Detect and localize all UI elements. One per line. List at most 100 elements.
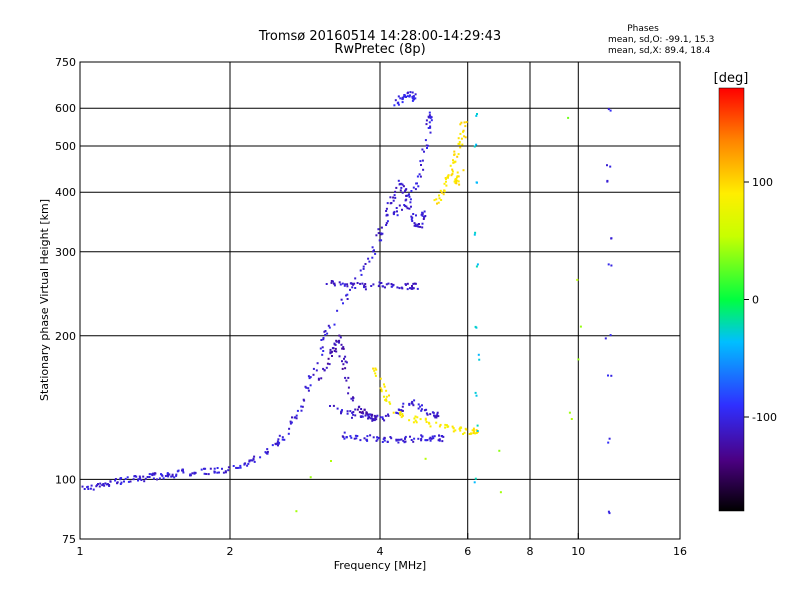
data-point	[459, 132, 462, 135]
data-point	[411, 287, 414, 290]
data-point	[370, 415, 373, 418]
data-point	[456, 171, 459, 174]
data-point	[405, 205, 408, 208]
data-point	[404, 199, 407, 202]
data-point	[333, 323, 336, 326]
data-point	[423, 216, 426, 218]
data-point	[350, 282, 353, 285]
data-point	[415, 225, 418, 228]
data-point	[412, 287, 415, 290]
data-point	[359, 415, 362, 418]
data-point	[376, 436, 379, 439]
data-point	[359, 282, 362, 285]
data-point	[126, 476, 129, 479]
data-point	[441, 440, 444, 443]
data-point	[408, 402, 411, 405]
data-point	[370, 285, 373, 287]
data-point	[359, 269, 362, 272]
data-point	[438, 434, 440, 437]
data-point	[301, 405, 304, 408]
data-point	[351, 286, 354, 289]
data-point	[437, 415, 440, 418]
data-point	[390, 283, 393, 285]
data-point	[339, 336, 342, 339]
data-point	[400, 438, 403, 441]
data-point	[447, 175, 450, 177]
data-point	[463, 121, 466, 124]
data-point	[411, 285, 413, 287]
data-point	[465, 121, 468, 124]
data-point	[173, 476, 176, 479]
data-point	[307, 375, 310, 378]
data-point	[429, 125, 432, 128]
data-point	[412, 421, 415, 424]
data-point	[409, 94, 411, 97]
data-point	[307, 389, 310, 392]
data-point	[374, 252, 377, 255]
data-point	[343, 437, 346, 440]
data-point	[389, 196, 392, 199]
data-point	[329, 405, 331, 407]
grid-lines	[80, 62, 680, 539]
data-point	[264, 451, 267, 454]
x-tick-label: 2	[227, 545, 234, 558]
data-point	[396, 286, 399, 289]
data-point	[89, 487, 92, 490]
data-point	[352, 411, 355, 413]
data-point	[386, 220, 389, 223]
data-point	[420, 434, 423, 437]
data-point	[445, 184, 448, 187]
data-point	[127, 480, 130, 483]
data-point	[416, 416, 419, 419]
chart-title: Tromsø 20160514 14:28:00-14:29:43	[258, 29, 501, 44]
data-point	[381, 417, 384, 420]
data-point	[385, 399, 388, 402]
data-point	[363, 408, 366, 411]
data-point	[358, 411, 361, 414]
data-point	[473, 430, 476, 433]
data-point	[416, 175, 419, 178]
data-point	[375, 418, 378, 421]
data-point	[457, 180, 460, 183]
data-point	[431, 435, 434, 438]
data-point	[295, 510, 298, 513]
data-point	[360, 408, 363, 410]
stats-line-o: mean, sd,O: -99.1, 15.3	[608, 35, 714, 45]
data-point	[367, 257, 370, 260]
data-point	[135, 475, 138, 478]
data-point	[434, 416, 437, 419]
data-point	[395, 186, 398, 189]
data-point	[442, 193, 445, 196]
data-point	[322, 337, 325, 339]
data-point	[424, 139, 427, 142]
y-tick-label: 200	[55, 330, 76, 343]
data-point	[124, 477, 127, 480]
data-point	[341, 282, 344, 285]
data-point	[449, 164, 452, 167]
data-point	[413, 224, 416, 227]
data-point	[427, 116, 430, 119]
data-point	[383, 385, 386, 388]
data-point	[333, 343, 336, 346]
data-point	[291, 416, 293, 419]
data-point	[336, 309, 339, 312]
data-point	[438, 425, 441, 428]
data-point	[403, 204, 406, 206]
data-point	[411, 216, 414, 219]
data-point	[354, 287, 357, 289]
data-point	[171, 473, 174, 476]
data-point	[422, 168, 425, 171]
data-point	[397, 179, 400, 182]
data-point	[443, 190, 446, 193]
data-point	[321, 353, 324, 356]
x-tick-label: 8	[527, 545, 534, 558]
data-point	[288, 427, 291, 430]
data-point	[87, 488, 90, 490]
data-point	[383, 419, 386, 422]
data-point	[406, 288, 409, 291]
data-point	[455, 179, 458, 182]
data-point	[350, 436, 353, 439]
data-point	[440, 435, 443, 438]
data-point	[607, 374, 609, 377]
x-axis-label: Frequency [MHz]	[334, 559, 426, 572]
